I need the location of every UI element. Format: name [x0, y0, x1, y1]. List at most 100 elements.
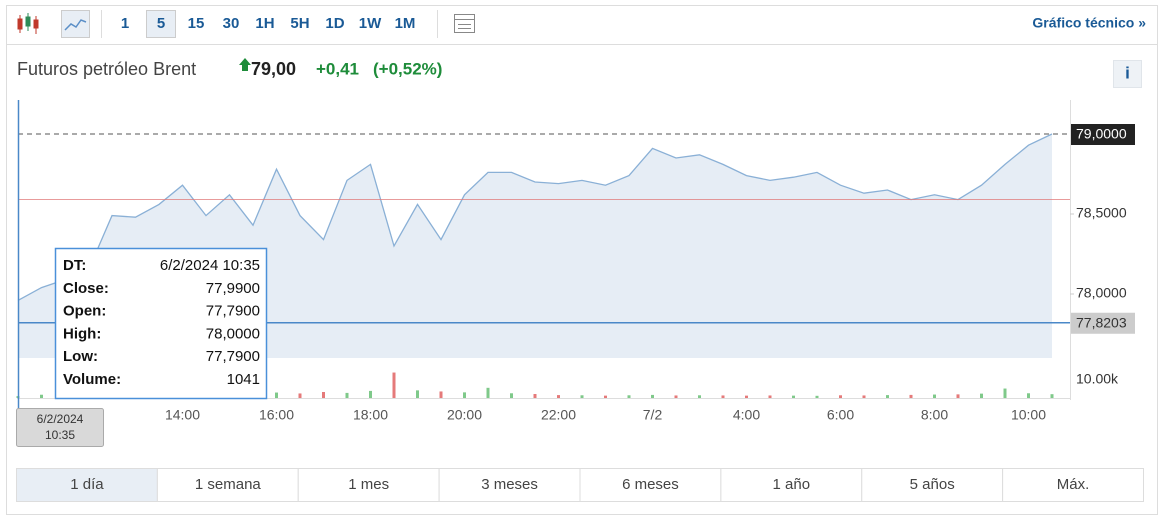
tooltip-key: Open: — [63, 303, 106, 320]
interval-button[interactable]: 15 — [188, 15, 205, 32]
range-label[interactable]: 1 día — [70, 476, 104, 493]
candle-icon[interactable] — [17, 13, 39, 34]
volume-bar — [745, 395, 748, 398]
range-label[interactable]: 6 meses — [622, 476, 679, 493]
volume-bar — [839, 395, 842, 398]
y-tick-label: 78,5000 — [1076, 205, 1127, 221]
volume-bar — [557, 395, 560, 398]
technical-chart-link[interactable]: Gráfico técnico » — [1032, 15, 1146, 31]
tooltip-key: Low: — [63, 348, 98, 365]
crosshair-time: 10:35 — [45, 428, 75, 442]
interval-selected[interactable] — [146, 10, 176, 38]
volume-bar — [322, 392, 325, 398]
volume-bar — [886, 395, 889, 398]
x-tick-label: 14:00 — [165, 407, 200, 423]
last-price-box — [1071, 124, 1135, 145]
volume-bar — [862, 395, 866, 398]
range-button[interactable] — [861, 468, 1004, 502]
volume-bar — [298, 393, 302, 398]
volume-bar — [815, 395, 819, 398]
interval-button[interactable]: 1D — [325, 15, 344, 32]
tooltip — [54, 247, 268, 400]
range-button[interactable] — [720, 468, 863, 502]
range-button[interactable] — [16, 468, 158, 502]
volume-bar — [604, 395, 607, 398]
interval-button[interactable]: 1 — [121, 15, 129, 32]
tooltip-key: Volume: — [63, 371, 121, 388]
volume-bar — [580, 395, 584, 398]
volume-bar — [792, 395, 795, 398]
range-label[interactable]: 3 meses — [481, 476, 538, 493]
x-tick-label: 6:00 — [827, 407, 854, 423]
volume-bar — [486, 387, 490, 398]
range-label[interactable]: 1 mes — [348, 476, 389, 493]
x-tick-label: 10:00 — [1011, 407, 1046, 423]
x-tick-label: 16:00 — [259, 407, 294, 423]
x-tick-label: 4:00 — [733, 407, 760, 423]
info-icon[interactable]: i — [1125, 63, 1130, 82]
crosshair-y-box — [1071, 312, 1135, 334]
volume-bar — [369, 390, 372, 398]
x-tick-label: 20:00 — [447, 407, 482, 423]
info-button[interactable] — [1113, 60, 1142, 88]
crosshair-y-label: 77,8203 — [1076, 314, 1127, 330]
volume-bar — [627, 395, 631, 398]
volume-bar — [1027, 393, 1030, 398]
volume-bar — [345, 392, 349, 398]
y-tick-label: 78,0000 — [1076, 285, 1127, 301]
table-icon[interactable] — [454, 14, 475, 33]
tooltip-key: Close: — [63, 280, 109, 297]
volume-bar — [439, 391, 443, 398]
volume-bar — [674, 395, 678, 398]
tooltip-value: 6/2/2024 10:35 — [160, 257, 260, 274]
volume-bar — [933, 394, 936, 398]
range-label[interactable]: 5 años — [910, 476, 955, 493]
tooltip-value: 1041 — [227, 371, 260, 388]
volume-bar — [768, 395, 772, 398]
range-button[interactable] — [156, 468, 299, 502]
interval-button[interactable]: 5 — [157, 15, 165, 32]
line-icon[interactable] — [61, 10, 90, 38]
interval-button[interactable]: 1H — [255, 15, 274, 32]
volume-bar — [651, 394, 654, 398]
tooltip-value: 77,7900 — [206, 348, 260, 365]
volume-bar — [909, 394, 913, 398]
last-price-label: 79,0000 — [1076, 126, 1127, 142]
volume-bar — [721, 395, 725, 398]
tooltip-value: 77,9900 — [206, 280, 260, 297]
interval-button[interactable]: 30 — [223, 15, 240, 32]
range-button[interactable] — [579, 468, 722, 502]
volume-bar — [956, 394, 960, 398]
change: +0,41 — [316, 59, 359, 78]
overlay: 79,0000 77,8203 6/2/2024 10:35 DT: 6/2/2024 1… — [16, 100, 1135, 447]
volume-tick-label: 10.00k — [1076, 371, 1119, 387]
x-tick-label: 18:00 — [353, 407, 388, 423]
tooltip-value: 78,0000 — [206, 325, 260, 342]
range-label[interactable]: 1 semana — [195, 476, 262, 493]
interval-button[interactable]: 1M — [395, 15, 416, 32]
volume-bar — [275, 392, 278, 398]
tooltip-key: DT: — [63, 257, 86, 274]
range-label[interactable]: Máx. — [1057, 476, 1090, 493]
crosshair-date: 6/2/2024 — [37, 412, 84, 426]
x-tick-label: 7/2 — [643, 407, 663, 423]
volume-bar — [698, 395, 701, 398]
interval-button[interactable]: 5H — [290, 15, 309, 32]
range-label[interactable]: 1 año — [773, 476, 811, 493]
range-button[interactable] — [1002, 468, 1144, 502]
instrument-name: Futuros petróleo Brent — [17, 59, 196, 79]
interval-button[interactable]: 1W — [359, 15, 382, 32]
volume-bar — [463, 392, 466, 398]
volume-bar — [40, 394, 43, 398]
volume-bar — [533, 394, 537, 398]
tooltip-key: High: — [63, 325, 101, 342]
volume-bar — [1003, 388, 1007, 398]
area — [18, 134, 1052, 358]
change-percent: (+0,52%) — [373, 59, 442, 78]
price: 79,00 — [251, 59, 296, 79]
volume-bar — [980, 393, 983, 398]
volume-bar — [510, 393, 513, 398]
up-arrow — [239, 58, 251, 71]
volume-bar — [1050, 394, 1054, 398]
